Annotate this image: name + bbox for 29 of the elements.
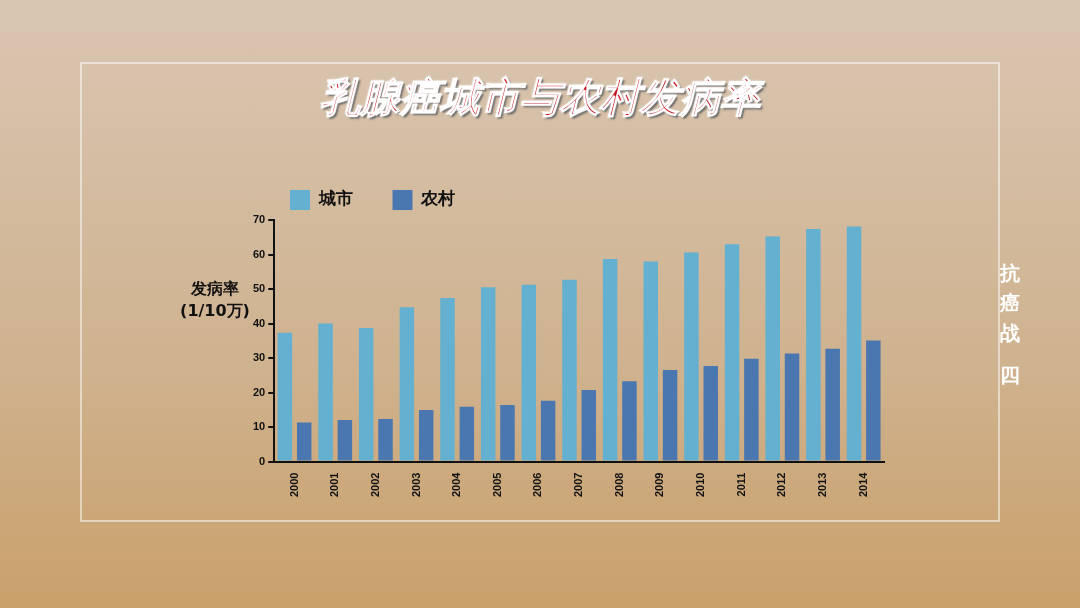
y-tick-label: 70: [252, 213, 266, 226]
y-tick-label: 10: [252, 420, 266, 433]
x-tick-label: 2005: [490, 472, 503, 498]
legend-label: 农村: [420, 188, 455, 209]
y-tick-label: 30: [252, 351, 266, 364]
y-tick-label: 0: [259, 454, 266, 467]
y-tick-label: 20: [252, 385, 266, 398]
y-axis-title: 发病率 (1/10万): [180, 279, 250, 320]
x-tick-label: 2008: [612, 472, 625, 498]
text: 四: [999, 362, 1021, 389]
x-tick-label: 2011: [734, 472, 747, 497]
x-tick-label: 2000: [287, 472, 300, 498]
x-tick-label: 2002: [368, 472, 381, 498]
x-tick-label: 2010: [694, 472, 707, 498]
y-tick-label: 40: [252, 316, 266, 329]
x-tick-label: 2006: [531, 472, 544, 498]
y-tick-label: 60: [252, 247, 266, 260]
y-tick-label: 50: [252, 282, 266, 295]
x-tick-label: 2013: [816, 472, 829, 498]
x-tick-label: 2012: [775, 472, 788, 498]
x-tick-label: 2004: [450, 471, 463, 498]
x-tick-label: 2014: [856, 471, 869, 498]
chart-title: 乳腺癌城市与农村发病率: [319, 73, 766, 122]
legend-label: 城市: [317, 188, 353, 209]
x-tick-label: 2003: [409, 472, 422, 498]
x-tick-label: 2009: [653, 472, 666, 498]
x-tick-label: 2001: [328, 472, 341, 498]
x-tick-label: 2007: [572, 472, 585, 498]
text: 抗癌战: [998, 260, 1021, 347]
